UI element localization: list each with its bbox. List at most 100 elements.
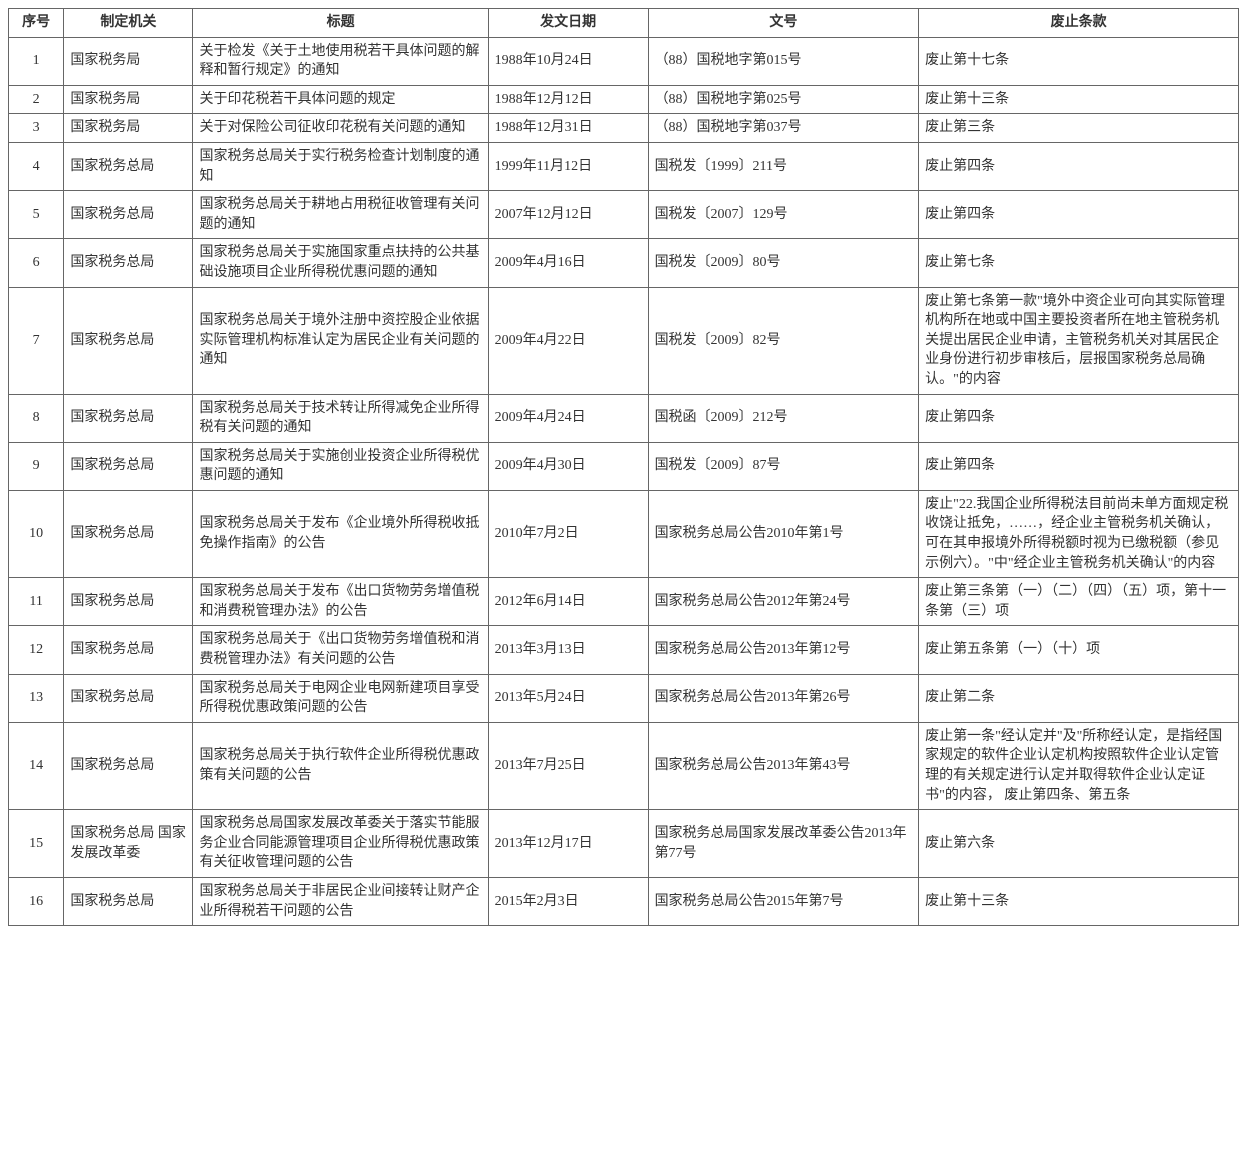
cell-abolish: 废止第四条: [919, 191, 1239, 239]
cell-docnum: 国家税务总局公告2013年第43号: [648, 722, 919, 809]
cell-agency: 国家税务总局: [64, 191, 193, 239]
cell-abolish: 废止第七条第一款"境外中资企业可向其实际管理机构所在地或中国主要投资者所在地主管…: [919, 287, 1239, 394]
cell-seq: 9: [9, 442, 64, 490]
col-header-date: 发文日期: [488, 9, 648, 38]
cell-date: 2009年4月22日: [488, 287, 648, 394]
cell-docnum: 国家税务总局公告2013年第26号: [648, 674, 919, 722]
cell-title: 国家税务总局关于《出口货物劳务增值税和消费税管理办法》有关问题的公告: [193, 626, 488, 674]
cell-seq: 15: [9, 810, 64, 878]
col-header-abolish: 废止条款: [919, 9, 1239, 38]
cell-date: 1988年12月12日: [488, 85, 648, 114]
cell-title: 关于印花税若干具体问题的规定: [193, 85, 488, 114]
cell-seq: 12: [9, 626, 64, 674]
cell-date: 1988年10月24日: [488, 37, 648, 85]
cell-agency: 国家税务总局 国家发展改革委: [64, 810, 193, 878]
cell-seq: 5: [9, 191, 64, 239]
table-row: 13国家税务总局国家税务总局关于电网企业电网新建项目享受所得税优惠政策问题的公告…: [9, 674, 1239, 722]
cell-agency: 国家税务局: [64, 85, 193, 114]
cell-title: 国家税务总局关于发布《企业境外所得税收抵免操作指南》的公告: [193, 490, 488, 577]
table-row: 1国家税务局关于检发《关于土地使用税若干具体问题的解释和暂行规定》的通知1988…: [9, 37, 1239, 85]
cell-agency: 国家税务总局: [64, 142, 193, 190]
cell-docnum: 国家税务总局公告2013年第12号: [648, 626, 919, 674]
cell-docnum: （88）国税地字第037号: [648, 114, 919, 143]
cell-title: 国家税务总局关于技术转让所得减免企业所得税有关问题的通知: [193, 394, 488, 442]
cell-docnum: 国家税务总局公告2015年第7号: [648, 877, 919, 925]
cell-agency: 国家税务总局: [64, 239, 193, 287]
cell-agency: 国家税务局: [64, 37, 193, 85]
table-row: 16国家税务总局国家税务总局关于非居民企业间接转让财产企业所得税若干问题的公告2…: [9, 877, 1239, 925]
cell-seq: 16: [9, 877, 64, 925]
table-row: 7国家税务总局国家税务总局关于境外注册中资控股企业依据实际管理机构标准认定为居民…: [9, 287, 1239, 394]
cell-agency: 国家税务总局: [64, 626, 193, 674]
cell-seq: 2: [9, 85, 64, 114]
cell-agency: 国家税务总局: [64, 578, 193, 626]
cell-date: 2007年12月12日: [488, 191, 648, 239]
cell-docnum: 国税发〔2009〕87号: [648, 442, 919, 490]
cell-title: 国家税务总局关于实施创业投资企业所得税优惠问题的通知: [193, 442, 488, 490]
table-row: 3国家税务局关于对保险公司征收印花税有关问题的通知1988年12月31日（88）…: [9, 114, 1239, 143]
cell-seq: 1: [9, 37, 64, 85]
cell-docnum: 国税发〔2007〕129号: [648, 191, 919, 239]
cell-title: 国家税务总局关于非居民企业间接转让财产企业所得税若干问题的公告: [193, 877, 488, 925]
cell-seq: 10: [9, 490, 64, 577]
cell-agency: 国家税务总局: [64, 287, 193, 394]
cell-seq: 4: [9, 142, 64, 190]
table-row: 6国家税务总局国家税务总局关于实施国家重点扶持的公共基础设施项目企业所得税优惠问…: [9, 239, 1239, 287]
cell-seq: 6: [9, 239, 64, 287]
table-row: 14国家税务总局国家税务总局关于执行软件企业所得税优惠政策有关问题的公告2013…: [9, 722, 1239, 809]
col-header-seq: 序号: [9, 9, 64, 38]
cell-agency: 国家税务局: [64, 114, 193, 143]
cell-docnum: 国税函〔2009〕212号: [648, 394, 919, 442]
cell-title: 国家税务总局关于实施国家重点扶持的公共基础设施项目企业所得税优惠问题的通知: [193, 239, 488, 287]
cell-title: 关于检发《关于土地使用税若干具体问题的解释和暂行规定》的通知: [193, 37, 488, 85]
cell-date: 2012年6月14日: [488, 578, 648, 626]
cell-abolish: 废止第七条: [919, 239, 1239, 287]
cell-agency: 国家税务总局: [64, 490, 193, 577]
cell-docnum: 国税发〔2009〕82号: [648, 287, 919, 394]
cell-abolish: 废止第十三条: [919, 85, 1239, 114]
table-body: 1国家税务局关于检发《关于土地使用税若干具体问题的解释和暂行规定》的通知1988…: [9, 37, 1239, 926]
table-header-row: 序号 制定机关 标题 发文日期 文号 废止条款: [9, 9, 1239, 38]
cell-title: 国家税务总局关于耕地占用税征收管理有关问题的通知: [193, 191, 488, 239]
table-row: 4国家税务总局国家税务总局关于实行税务检查计划制度的通知1999年11月12日国…: [9, 142, 1239, 190]
cell-title: 国家税务总局关于实行税务检查计划制度的通知: [193, 142, 488, 190]
cell-abolish: 废止第三条: [919, 114, 1239, 143]
cell-abolish: 废止第六条: [919, 810, 1239, 878]
cell-agency: 国家税务总局: [64, 394, 193, 442]
cell-abolish: 废止第三条第（一）（二）（四）（五）项，第十一条第（三）项: [919, 578, 1239, 626]
cell-date: 2009年4月16日: [488, 239, 648, 287]
col-header-title: 标题: [193, 9, 488, 38]
cell-agency: 国家税务总局: [64, 877, 193, 925]
cell-date: 1988年12月31日: [488, 114, 648, 143]
col-header-agency: 制定机关: [64, 9, 193, 38]
cell-docnum: 国家税务总局公告2010年第1号: [648, 490, 919, 577]
cell-date: 2009年4月30日: [488, 442, 648, 490]
table-row: 11国家税务总局国家税务总局关于发布《出口货物劳务增值税和消费税管理办法》的公告…: [9, 578, 1239, 626]
table-row: 5国家税务总局国家税务总局关于耕地占用税征收管理有关问题的通知2007年12月1…: [9, 191, 1239, 239]
cell-abolish: 废止第五条第（一）（十）项: [919, 626, 1239, 674]
cell-agency: 国家税务总局: [64, 674, 193, 722]
cell-seq: 8: [9, 394, 64, 442]
cell-docnum: 国家税务总局公告2012年第24号: [648, 578, 919, 626]
table-row: 10国家税务总局国家税务总局关于发布《企业境外所得税收抵免操作指南》的公告201…: [9, 490, 1239, 577]
cell-abolish: 废止第十七条: [919, 37, 1239, 85]
cell-title: 国家税务总局关于发布《出口货物劳务增值税和消费税管理办法》的公告: [193, 578, 488, 626]
cell-abolish: 废止第十三条: [919, 877, 1239, 925]
cell-date: 2009年4月24日: [488, 394, 648, 442]
cell-seq: 7: [9, 287, 64, 394]
cell-abolish: 废止第四条: [919, 442, 1239, 490]
cell-date: 2013年3月13日: [488, 626, 648, 674]
table-row: 2国家税务局关于印花税若干具体问题的规定1988年12月12日（88）国税地字第…: [9, 85, 1239, 114]
cell-agency: 国家税务总局: [64, 722, 193, 809]
cell-abolish: 废止第四条: [919, 394, 1239, 442]
cell-docnum: （88）国税地字第025号: [648, 85, 919, 114]
cell-date: 2015年2月3日: [488, 877, 648, 925]
cell-date: 2013年5月24日: [488, 674, 648, 722]
col-header-docnum: 文号: [648, 9, 919, 38]
table-row: 12国家税务总局国家税务总局关于《出口货物劳务增值税和消费税管理办法》有关问题的…: [9, 626, 1239, 674]
cell-date: 2013年7月25日: [488, 722, 648, 809]
cell-title: 国家税务总局关于境外注册中资控股企业依据实际管理机构标准认定为居民企业有关问题的…: [193, 287, 488, 394]
cell-date: 2010年7月2日: [488, 490, 648, 577]
cell-title: 国家税务总局关于电网企业电网新建项目享受所得税优惠政策问题的公告: [193, 674, 488, 722]
table-row: 9国家税务总局国家税务总局关于实施创业投资企业所得税优惠问题的通知2009年4月…: [9, 442, 1239, 490]
